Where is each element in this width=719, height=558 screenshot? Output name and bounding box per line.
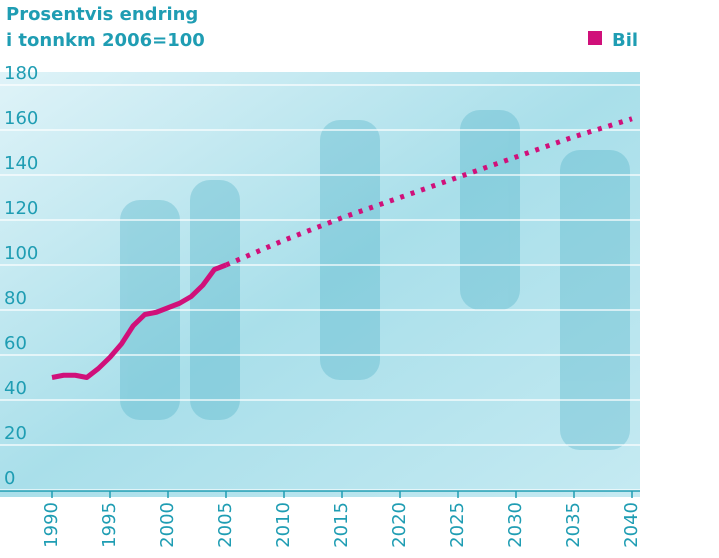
x-tick-label: 1990	[41, 502, 62, 548]
plot-background	[0, 72, 640, 497]
x-tick-label: 2040	[621, 502, 642, 548]
y-tick-label: 20	[4, 423, 27, 444]
y-tick-label: 140	[4, 153, 38, 174]
y-tick-label: 80	[4, 288, 27, 309]
x-tick-label: 2025	[447, 502, 468, 548]
y-tick-label: 180	[4, 63, 38, 84]
y-tick-label: 0	[4, 468, 15, 489]
y-tick-label: 40	[4, 378, 27, 399]
y-tick-label: 100	[4, 243, 38, 264]
x-tick-label: 2035	[563, 502, 584, 548]
x-tick-label: 2030	[505, 502, 526, 548]
x-tick-label: 2015	[331, 502, 352, 548]
x-tick-label: 2005	[215, 502, 236, 548]
chart-title: Prosentvis endring	[6, 4, 198, 25]
y-tick-label: 120	[4, 198, 38, 219]
x-tick-label: 2000	[157, 502, 178, 548]
x-tick-label: 2020	[389, 502, 410, 548]
x-tick-label: 1995	[99, 502, 120, 548]
chart-subtitle: i tonnkm 2006=100	[6, 30, 205, 51]
y-tick-label: 160	[4, 108, 38, 129]
x-tick-label: 2010	[273, 502, 294, 548]
y-tick-label: 60	[4, 333, 27, 354]
legend-swatch	[588, 31, 602, 45]
legend-label: Bil	[612, 30, 638, 51]
line-solid	[51, 262, 227, 380]
